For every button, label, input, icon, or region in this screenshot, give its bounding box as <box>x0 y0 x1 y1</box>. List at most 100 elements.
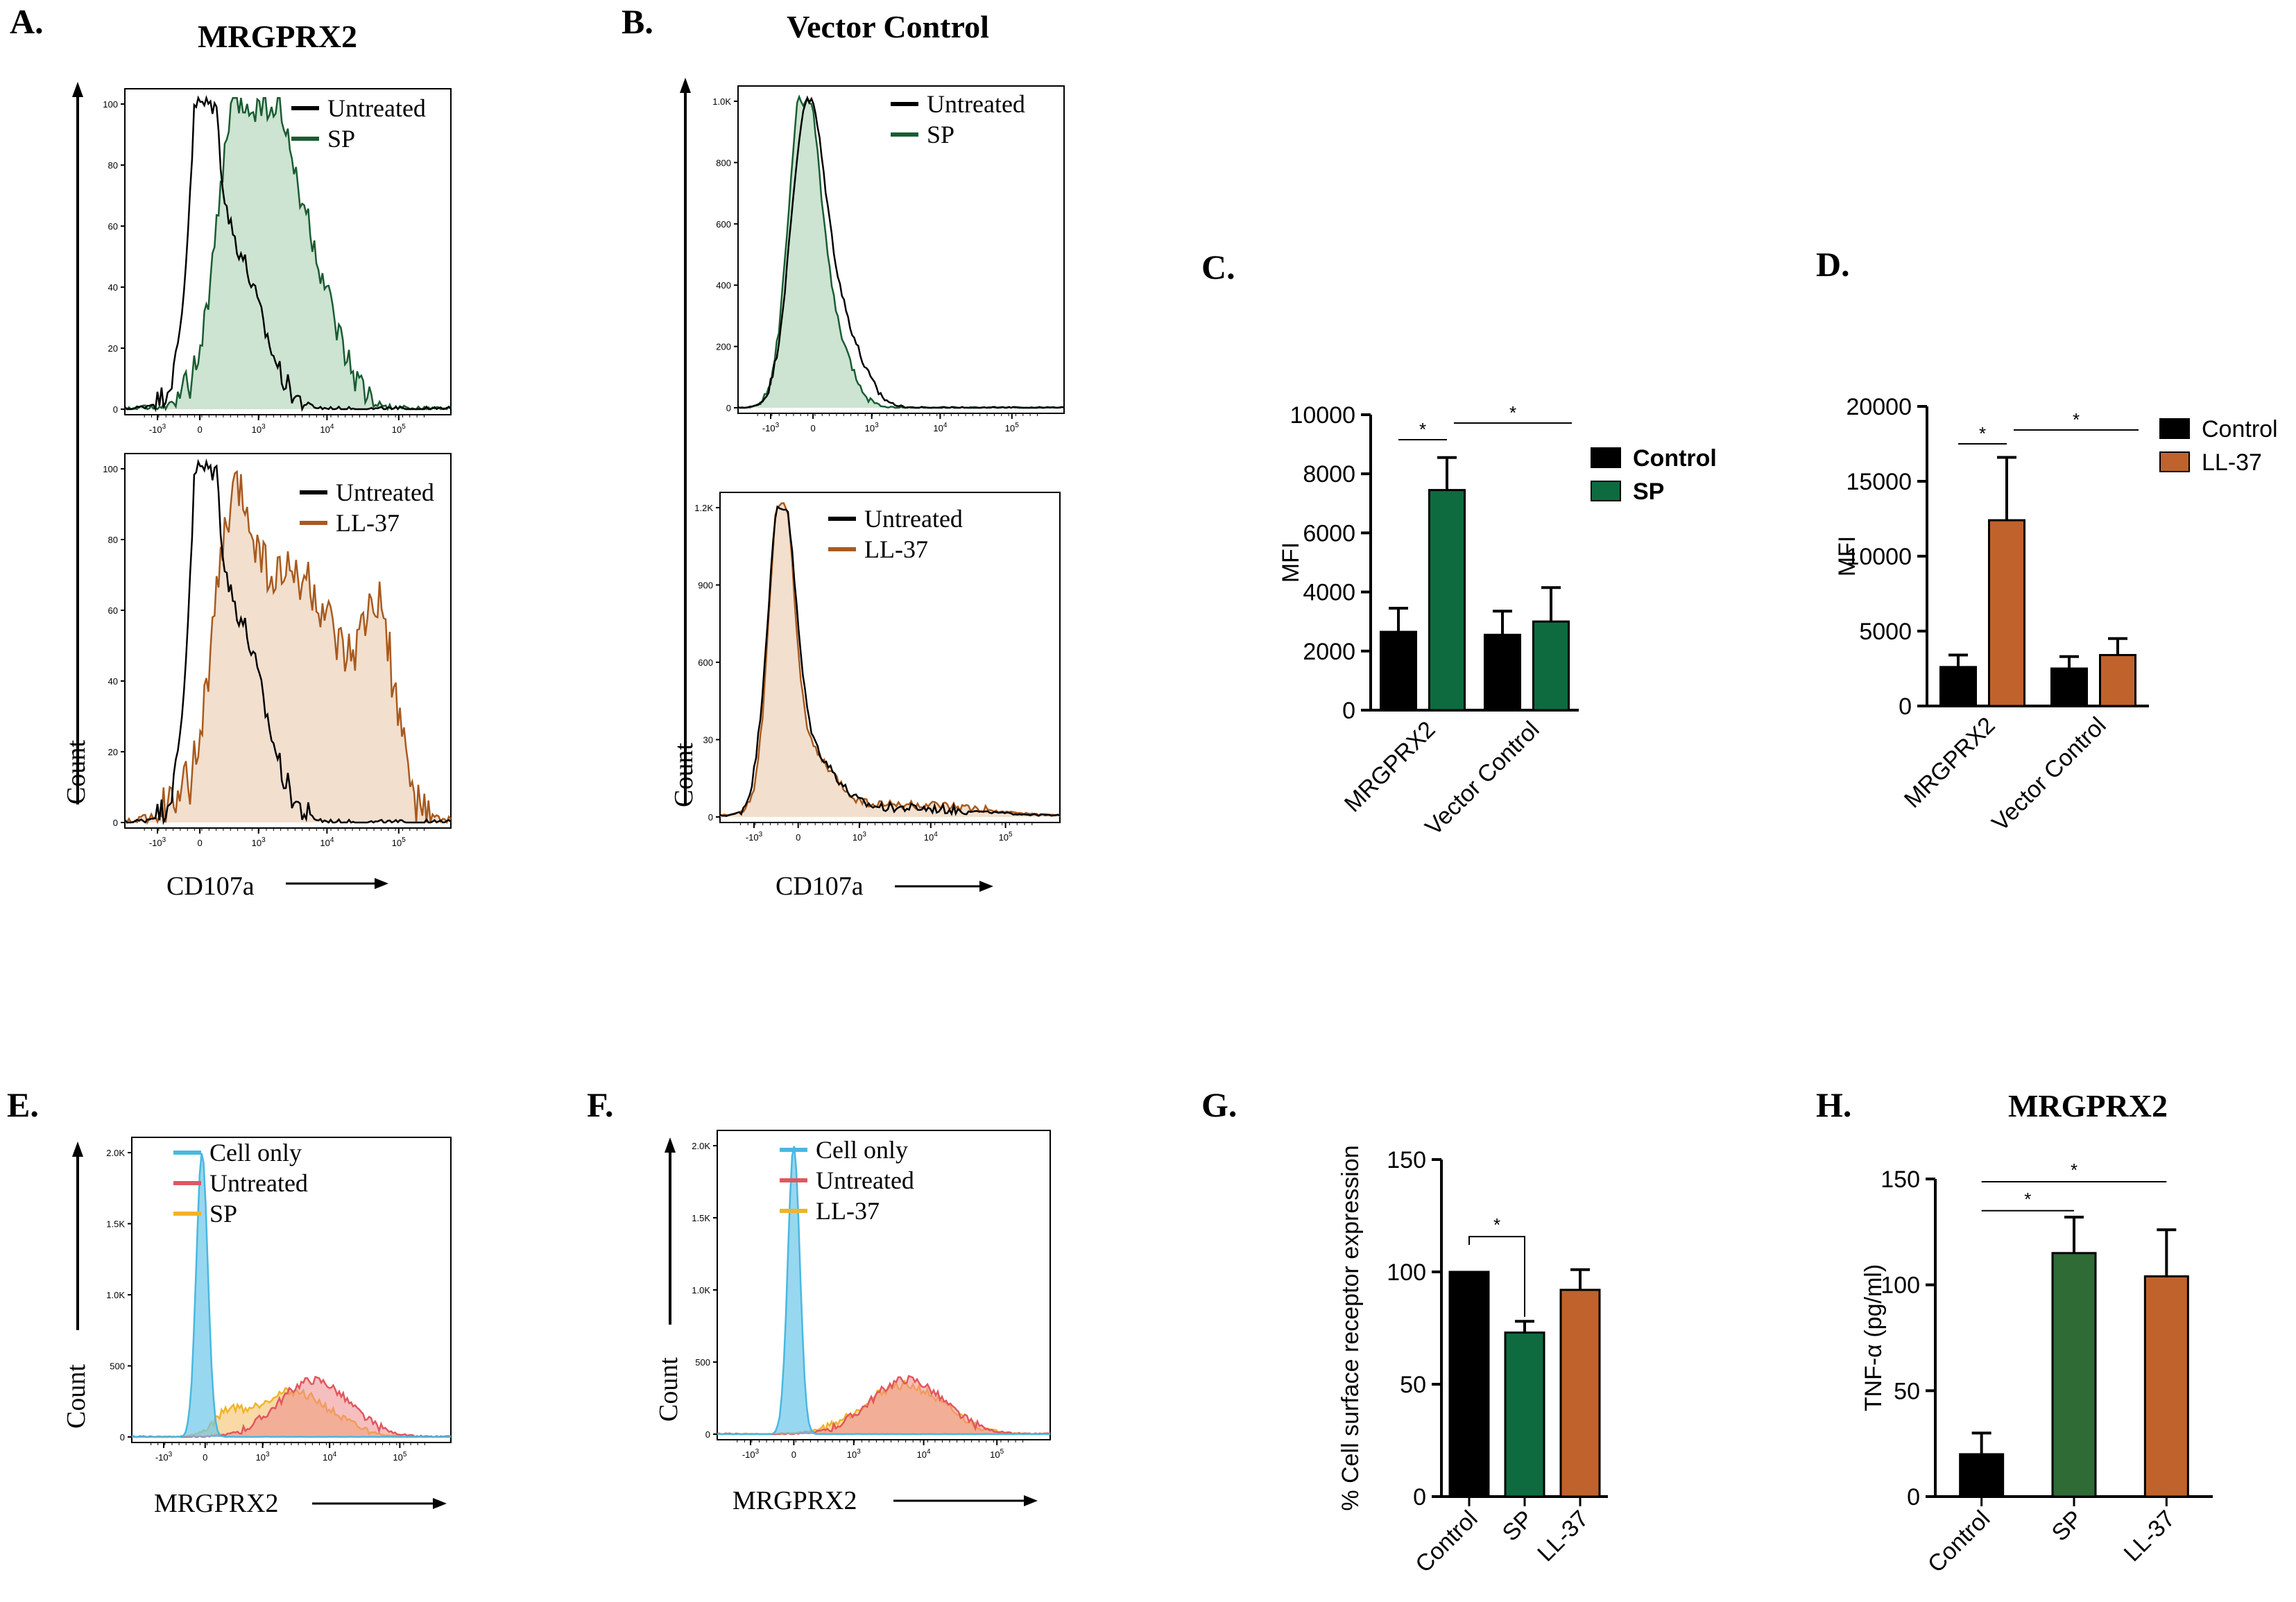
panel-letter-b: B. <box>622 2 653 41</box>
y-tick-label: 2.0K <box>106 1148 125 1158</box>
panel-letter-e: E. <box>7 1085 39 1124</box>
panel-letter-h: H. <box>1816 1085 1851 1124</box>
bar-sp <box>2051 1252 2097 1498</box>
y-tick-label: 20 <box>108 747 118 757</box>
y-tick-label: 80 <box>108 160 118 171</box>
panel-a-ll37-histogram: 0 20 40 60 80 100 -103 0 103 104 105 Untreated LL-37 <box>103 453 452 848</box>
x-tick-label: 104 <box>917 1448 931 1460</box>
y-tick-label: 50 <box>1400 1372 1426 1398</box>
y-axis-label: % Cell surface receptor expression <box>1337 1145 1364 1510</box>
x-tick-label: MRGPRX2 <box>1899 712 2001 813</box>
x-tick-label: -103 <box>742 1448 760 1460</box>
y-tick-label: 1.0K <box>712 96 731 107</box>
legend-label: LL-37 <box>336 509 400 537</box>
panel-e-count-label: Count <box>62 1364 91 1429</box>
x-tick-label: -103 <box>762 422 780 433</box>
panel-e-mrgprx2-label: MRGPRX2 <box>154 1489 279 1518</box>
panel-e-count-arrowhead <box>72 1142 83 1157</box>
panel-g-bar-chart: 0 50 100 150 % Cell surface receptor express… <box>1337 1145 1608 1578</box>
bar-control <box>1939 666 1978 707</box>
panel-a-cd107a-label: CD107a <box>166 872 255 901</box>
y-tick-label: 80 <box>108 535 118 545</box>
y-tick-label: 2000 <box>1303 639 1355 665</box>
y-tick-label: 600 <box>716 219 731 230</box>
untreated-curve <box>719 505 1061 817</box>
legend-label: Cell only <box>816 1136 908 1164</box>
panel-letter-c: C. <box>1201 248 1235 286</box>
x-tick-label: 104 <box>933 422 947 433</box>
panel-b-count-arrowhead <box>680 78 691 93</box>
y-tick-label: 100 <box>103 99 118 110</box>
y-tick-label: 100 <box>1387 1259 1426 1286</box>
y-tick-label: 200 <box>716 342 731 352</box>
panel-f-count-arrowhead <box>665 1137 676 1153</box>
panel-letter-d: D. <box>1816 245 1850 284</box>
legend-swatch <box>1591 447 1621 468</box>
panel-f-x-arrowhead <box>1024 1495 1038 1506</box>
panel-a-sp-histogram: 0 20 40 60 80 100 -103 0 103 104 105 Untreated SP <box>103 88 452 435</box>
legend-label: Untreated <box>816 1166 914 1194</box>
legend-label: SP <box>209 1200 237 1228</box>
y-tick-label: 2.0K <box>692 1141 710 1151</box>
x-tick-label: 103 <box>256 1451 270 1463</box>
bar-ll-37 <box>2143 1275 2189 1498</box>
significance-star: * <box>1419 419 1426 440</box>
x-tick-label: 103 <box>252 836 266 848</box>
x-tick-label: 105 <box>999 831 1013 843</box>
x-tick-label: MRGPRX2 <box>1339 716 1441 818</box>
x-tick-label: 0 <box>810 423 815 433</box>
x-tick-label: 105 <box>393 1451 406 1463</box>
y-tick-label: 60 <box>108 605 118 616</box>
y-tick-label: 20 <box>108 343 118 354</box>
y-tick-label: 15000 <box>1846 469 1912 495</box>
x-tick-label: -103 <box>746 831 763 843</box>
panel-a-x-arrowhead <box>375 878 388 889</box>
significance-star: * <box>2024 1189 2031 1209</box>
y-tick-label: 100 <box>103 464 118 474</box>
panel-letter-a: A. <box>10 2 44 41</box>
y-tick-label: 1.0K <box>692 1285 710 1295</box>
sp-fill <box>738 96 1064 408</box>
untreated-fill <box>132 1377 451 1437</box>
y-tick-label: 400 <box>716 280 731 291</box>
y-tick-label: 150 <box>1387 1147 1426 1173</box>
x-tick-label: Vector Control <box>1987 712 2111 836</box>
cell-only-curve <box>717 1146 1051 1436</box>
y-tick-label: 4000 <box>1303 580 1355 606</box>
panel-a-count-arrowhead <box>72 82 83 97</box>
bar-control <box>1379 630 1418 712</box>
cell-only-curve <box>131 1153 452 1438</box>
panel-b-count-label: Count <box>669 743 699 807</box>
x-tick-label: 0 <box>197 424 202 435</box>
y-tick-label: 600 <box>698 657 713 668</box>
x-tick-label: -103 <box>149 423 166 435</box>
x-tick-label: 0 <box>203 1452 207 1463</box>
panel-b-ll37-histogram: 0 30 600 900 1.2K -103 0 103 104 105 UntreatedLL-3… <box>694 492 1061 843</box>
x-tick-label: LL-37 <box>1532 1506 1593 1567</box>
ll37-fill <box>125 472 451 822</box>
legend-label: Untreated <box>327 94 426 122</box>
x-tick-label: SP <box>2047 1506 2088 1547</box>
y-tick-label: 10000 <box>1846 544 1912 570</box>
y-axis-label: MFI <box>1278 542 1304 583</box>
x-tick-label: 105 <box>1005 422 1019 433</box>
legend-swatch <box>2159 418 2190 439</box>
x-tick-label: 104 <box>924 831 938 843</box>
legend-label: Cell only <box>209 1139 302 1166</box>
legend-label: SP <box>327 125 355 153</box>
y-tick-label: 0 <box>1413 1484 1426 1510</box>
x-tick-label: 104 <box>323 1451 336 1463</box>
significance-star: * <box>1509 402 1516 423</box>
x-tick-label: 0 <box>796 832 800 843</box>
legend-label: Untreated <box>864 505 963 533</box>
y-tick-label: 0 <box>705 1429 710 1440</box>
significance-bracket <box>1468 1236 1525 1317</box>
legend-label: Control <box>2202 416 2278 442</box>
panel-b-title: Vector Control <box>787 9 989 44</box>
y-tick-label: 10000 <box>1290 402 1355 429</box>
ll37-curve <box>124 470 452 825</box>
x-tick-label: LL-37 <box>2119 1506 2180 1567</box>
y-tick-label: 40 <box>108 676 118 687</box>
